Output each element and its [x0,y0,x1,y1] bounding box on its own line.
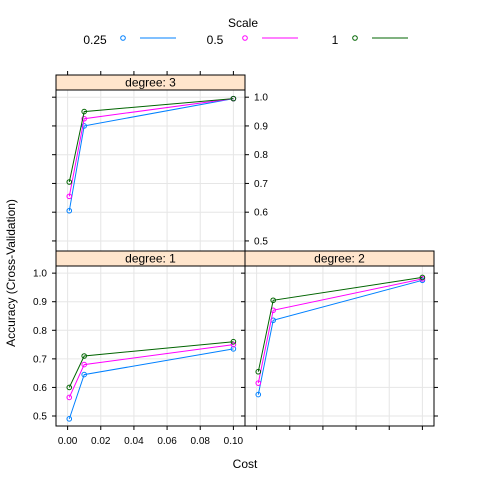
series-line-0.5 [257,278,423,384]
data-point-0.5 [255,380,262,386]
series-line-1 [257,276,423,372]
legend-label-0.5: 0.5 [207,33,224,47]
y-axis-title: Accuracy (Cross-Validation) [4,199,18,347]
panel-grid [56,90,245,251]
series-line-0.25 [68,348,234,420]
data-point-0.5 [81,361,87,368]
panel-grid [56,266,245,426]
data-point-1 [230,338,237,345]
series-line-0.25 [68,98,234,211]
x-axis-title: Cost [233,457,258,471]
data-point-0.25 [81,371,87,378]
series-line-0.25 [257,279,423,395]
data-point-1 [66,384,73,391]
y-tick-label: 0.5 [33,412,47,423]
y-tick-label: 0.6 [33,383,47,394]
legend: Scale 0.25 0.5 1 [83,16,408,47]
y-tick-label: 0.6 [254,208,268,219]
y-tick-label: 1.0 [33,269,47,280]
data-point-1 [419,274,426,281]
data-point-0.25 [66,416,73,422]
legend-entries: 0.25 0.5 1 [83,33,408,47]
y-tick-label: 0.8 [33,326,47,337]
data-point-1 [81,108,87,115]
data-point-0.25 [66,207,73,214]
panel-bottom-right: degree: 2 [241,250,438,430]
data-point-0.5 [230,341,237,348]
data-point-1 [81,353,87,359]
panel-border [244,265,435,427]
legend-title: Scale [228,16,258,30]
panel-bottom-left: degree: 1 0.00 0.02 0.04 0.06 0.08 0.10 0.5 0.6 0… [33,250,246,447]
series-line-0.5 [68,344,234,398]
x-tick-label: 0.10 [224,436,244,447]
legend-label-1: 1 [332,33,339,47]
legend-point-0.5 [242,35,248,41]
data-point-1 [255,368,262,375]
y-tick-label: 0.9 [254,121,268,132]
x-tick-label: 0.02 [91,436,111,447]
panel-strip-label: degree: 1 [125,252,176,266]
y-tick-label: 1.0 [254,93,268,104]
data-point-0.5 [66,193,73,200]
x-tick-label: 0.06 [157,436,177,447]
x-tick-label: 0.00 [58,436,78,447]
legend-label-0.25: 0.25 [83,33,107,47]
y-tick-label: 0.8 [254,150,268,161]
legend-point-1 [352,35,358,41]
y-tick-label: 0.7 [33,354,47,365]
data-point-0.25 [255,391,262,398]
data-point-1 [230,95,237,102]
panels: degree: 1 0.00 0.02 0.04 0.06 0.08 0.10 0.5 0.6 0… [33,71,438,447]
data-point-0.25 [81,123,87,129]
panel-strip-label: degree: 3 [125,76,176,90]
legend-point-0.25 [120,35,126,41]
y-tick-label: 0.7 [254,179,268,190]
series-line-1 [68,98,234,183]
x-tick-label: 0.08 [191,436,211,447]
y-tick-label: 0.9 [33,297,47,308]
panel-border [55,89,246,252]
data-point-1 [66,179,73,185]
data-point-0.5 [81,115,87,122]
panel-border [55,265,246,427]
data-point-0.5 [66,394,73,401]
data-point-1 [270,297,276,304]
series-line-0.5 [68,98,234,197]
y-tick-label: 0.5 [254,236,268,247]
x-tick-label: 0.04 [124,436,144,447]
panel-strip-label: degree: 2 [314,252,365,266]
panel-top-left: degree: 3 0.5 0.6 0.7 0.8 0.9 1.0 [52,71,268,252]
series-line-1 [68,341,234,388]
